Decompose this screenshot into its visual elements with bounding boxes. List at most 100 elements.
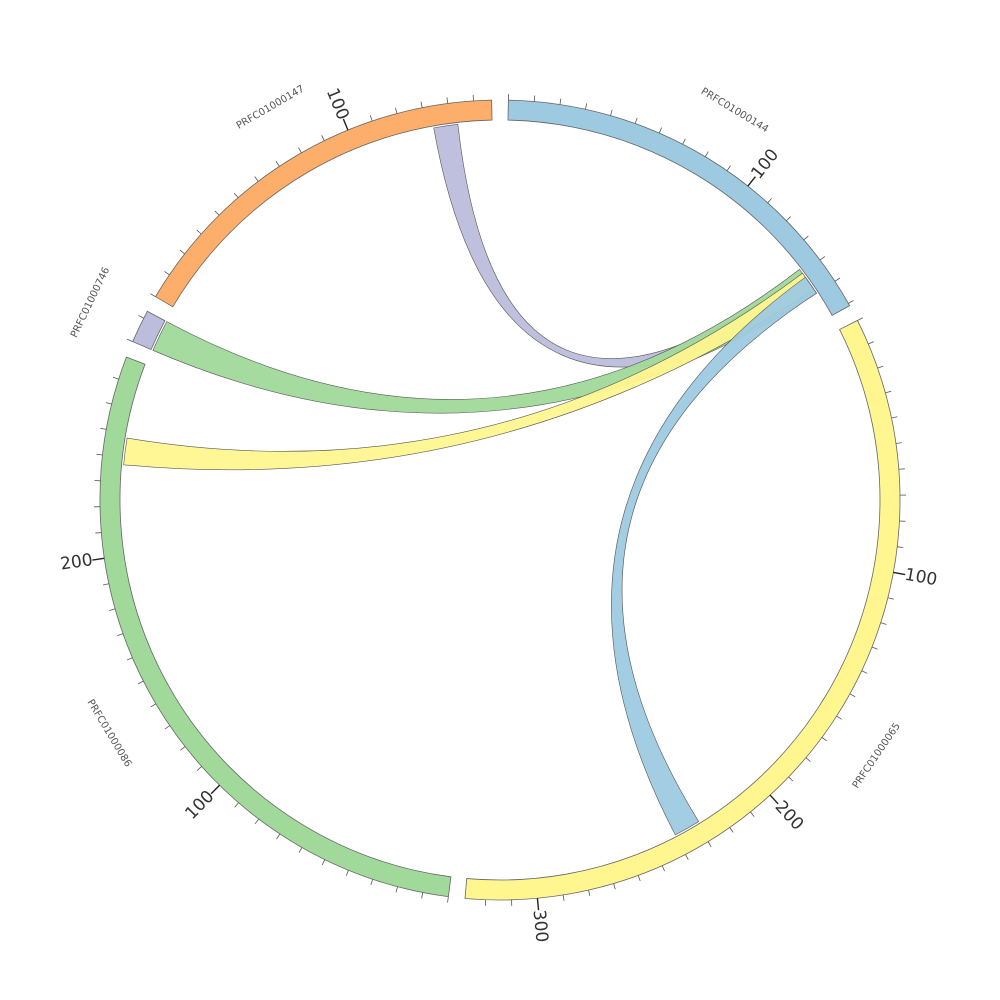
minor-tick (233, 192, 239, 198)
major-tick (769, 794, 779, 805)
minor-tick (880, 622, 887, 625)
minor-tick (127, 338, 133, 342)
minor-tick (849, 693, 856, 698)
minor-tick (588, 889, 591, 897)
minor-tick (868, 341, 874, 345)
tick-label: 200 (59, 550, 94, 575)
minor-tick (819, 256, 826, 261)
minor-tick (117, 633, 124, 636)
minor-tick (179, 249, 185, 255)
minor-tick (196, 766, 202, 771)
minor-tick (395, 886, 398, 893)
minor-tick (420, 101, 423, 108)
minor-tick (446, 97, 449, 104)
minor-tick (803, 235, 809, 241)
minor-tick (100, 427, 107, 430)
minor-tick (447, 896, 449, 903)
minor-tick (562, 894, 565, 901)
segment-arc (132, 310, 166, 351)
minor-tick (857, 317, 863, 321)
tick-label: 300 (529, 909, 552, 943)
segment-arc (464, 319, 901, 901)
minor-tick (276, 833, 281, 840)
minor-tick (559, 98, 562, 105)
major-tick (92, 557, 105, 561)
minor-tick (661, 865, 665, 872)
minor-tick (637, 875, 641, 882)
minor-tick (834, 277, 841, 282)
minor-tick (788, 776, 794, 782)
minor-tick (109, 608, 116, 611)
minor-tick (585, 103, 588, 110)
links (123, 124, 817, 836)
minor-tick (112, 376, 119, 380)
minor-tick (848, 300, 854, 304)
minor-tick (895, 442, 902, 444)
chord-link (152, 268, 817, 414)
minor-tick (658, 127, 662, 134)
segments: 100PRFC01000144100200300PRFC010000651002… (59, 84, 939, 944)
minor-tick (180, 746, 186, 751)
major-tick (747, 176, 756, 187)
minor-tick (786, 216, 791, 222)
minor-tick (126, 657, 133, 661)
minor-tick (877, 365, 884, 369)
tick-label: 100 (322, 85, 353, 123)
major-tick (342, 118, 349, 131)
minor-tick (704, 151, 709, 157)
minor-tick (254, 176, 259, 182)
minor-tick (682, 138, 686, 145)
chord-link (123, 272, 815, 471)
minor-tick (138, 315, 144, 319)
minor-tick (836, 715, 842, 720)
major-tick (893, 571, 906, 576)
segment-name: PRFC01000746 (69, 266, 112, 340)
minor-tick (805, 757, 811, 762)
minor-tick (369, 115, 373, 122)
segment-name: PRFC01000147 (235, 84, 307, 132)
segment-arc (154, 99, 493, 308)
segment-name: PRFC01000086 (84, 698, 133, 769)
minor-tick (767, 198, 773, 204)
minor-tick (214, 210, 220, 216)
minor-tick (254, 818, 260, 825)
minor-tick (533, 95, 536, 102)
minor-tick (196, 229, 202, 235)
minor-tick (234, 802, 239, 808)
minor-tick (634, 117, 638, 124)
minor-tick (370, 879, 374, 886)
minor-tick (164, 271, 170, 276)
minor-tick (395, 107, 398, 114)
minor-tick (298, 847, 303, 853)
major-tick (210, 784, 221, 795)
minor-tick (137, 680, 144, 685)
tick-label: 100 (747, 145, 783, 183)
minor-tick (421, 892, 424, 899)
minor-tick (861, 670, 868, 674)
minor-tick (885, 390, 892, 394)
minor-tick (726, 165, 731, 171)
major-tick (536, 898, 540, 911)
segment-arc (99, 356, 452, 898)
minor-tick (96, 453, 103, 456)
minor-tick (891, 416, 898, 419)
minor-tick (613, 883, 616, 890)
minor-tick (707, 841, 712, 847)
minor-tick (298, 147, 302, 153)
minor-tick (321, 859, 326, 866)
minor-tick (102, 583, 109, 586)
minor-tick (164, 725, 170, 730)
minor-tick (750, 811, 755, 817)
minor-tick (150, 703, 157, 708)
minor-tick (685, 854, 689, 860)
segment-name: PRFC01000144 (699, 86, 770, 135)
chord-link (611, 276, 817, 836)
minor-tick (897, 546, 904, 548)
minor-tick (345, 870, 349, 876)
segment-arc (507, 99, 851, 316)
segment-name: PRFC01000065 (851, 721, 903, 791)
minor-tick (821, 737, 828, 742)
minor-tick (321, 135, 325, 141)
minor-tick (729, 827, 734, 833)
minor-tick (105, 402, 112, 405)
